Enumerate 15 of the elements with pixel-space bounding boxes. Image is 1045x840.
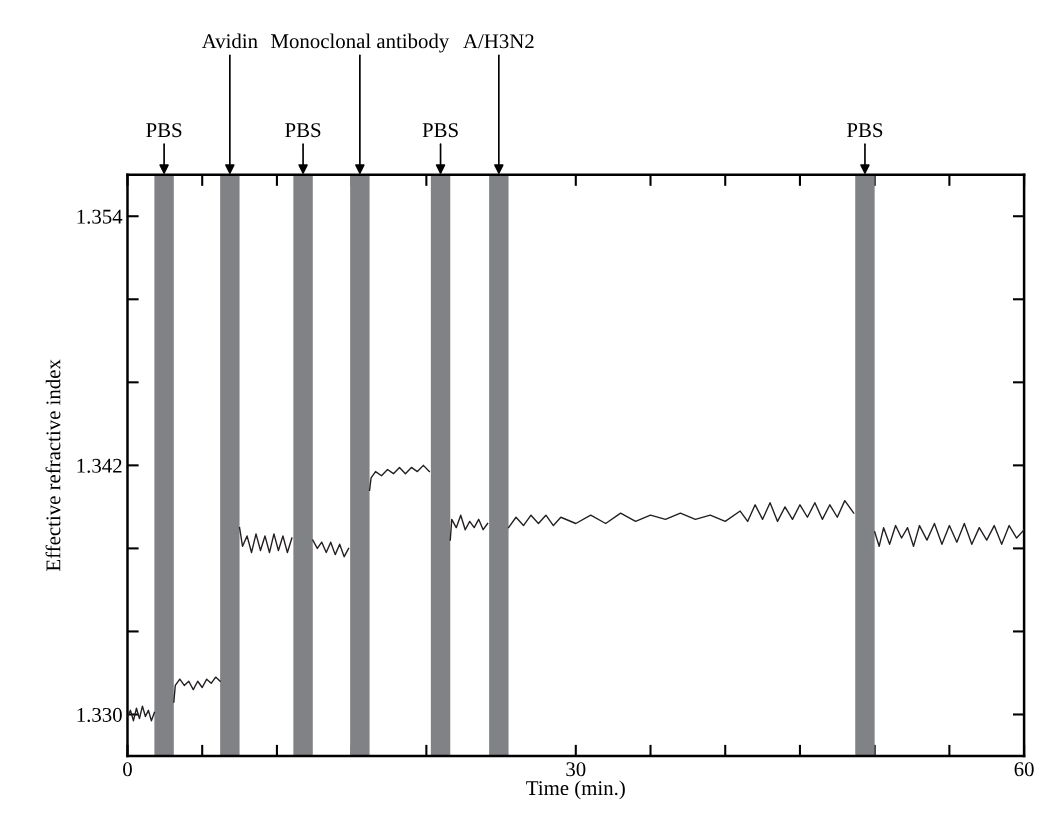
band-label: A/H3N2 bbox=[463, 34, 534, 49]
band-label: PBS bbox=[146, 123, 182, 138]
x-tick-label: 0 bbox=[123, 762, 132, 777]
x-tick-label: 30 bbox=[566, 762, 586, 777]
band-label: PBS bbox=[285, 123, 321, 138]
x-tick-label: 60 bbox=[1014, 762, 1034, 777]
y-tick-label: 1.354 bbox=[77, 209, 123, 224]
x-axis-title: Time (min.) bbox=[526, 780, 625, 800]
band-label: PBS bbox=[847, 123, 883, 138]
y-tick-label: 1.330 bbox=[77, 707, 122, 722]
band-label: Avidin bbox=[201, 33, 258, 49]
y-tick-label: 1.342 bbox=[77, 458, 122, 473]
band-label: PBS bbox=[422, 123, 458, 138]
y-axis-title: Effective refractive index bbox=[45, 359, 61, 571]
band-label: Monoclonal antibody bbox=[271, 33, 450, 53]
